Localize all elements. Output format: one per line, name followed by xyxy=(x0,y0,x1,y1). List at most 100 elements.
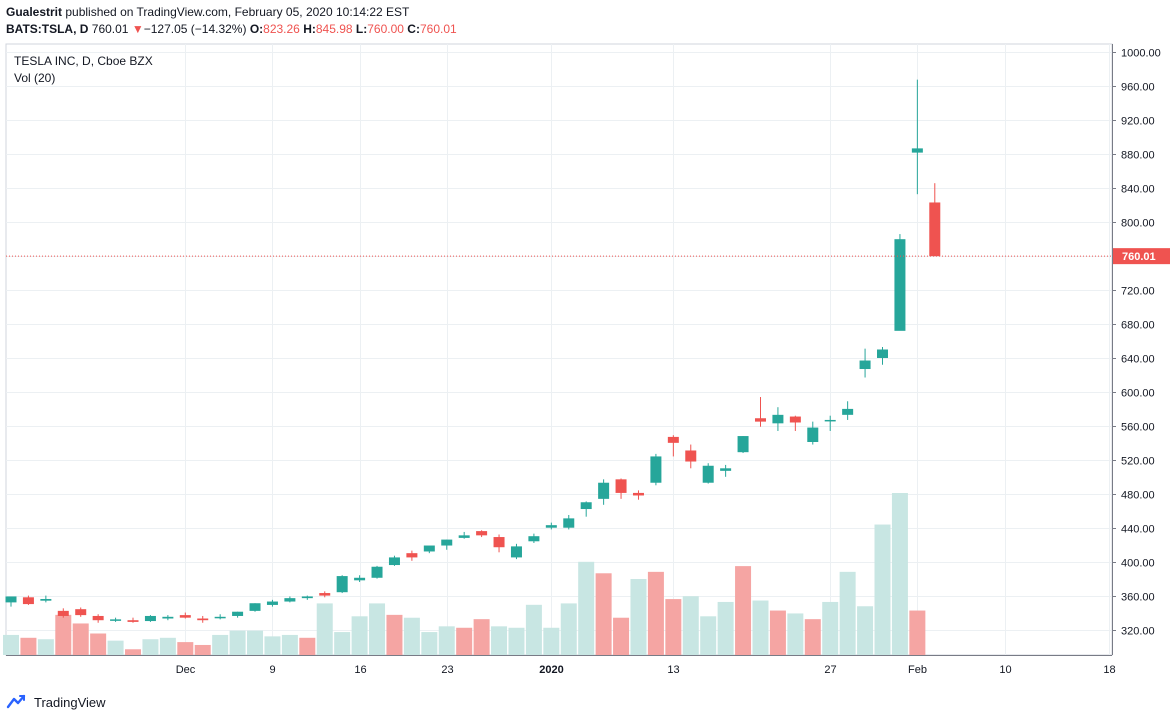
y-tick-label: 720.00 xyxy=(1121,286,1155,298)
x-tick-label: 16 xyxy=(354,664,366,676)
candle-body xyxy=(807,427,819,442)
candle-body xyxy=(354,577,366,581)
volume-bar xyxy=(857,606,874,655)
chart-grid xyxy=(5,43,1113,656)
author-name[interactable]: Gualestrit xyxy=(6,5,63,19)
volume-bars xyxy=(3,493,926,655)
candle-body xyxy=(179,615,191,618)
open-label: O: xyxy=(249,22,264,36)
high-label: H: xyxy=(303,22,316,36)
volume-bar xyxy=(55,614,72,655)
y-tick-label: 560.00 xyxy=(1121,422,1155,434)
price-change: −127.05 (−14.32%) xyxy=(143,22,247,36)
footer: TradingView xyxy=(6,692,106,712)
volume-bar xyxy=(159,637,176,655)
y-tick-label: 640.00 xyxy=(1121,354,1155,366)
candle-body xyxy=(911,148,923,153)
x-tick-label: 18 xyxy=(1103,664,1115,676)
volume-bar xyxy=(107,640,124,655)
volume-bar xyxy=(508,627,525,655)
volume-bar xyxy=(578,561,595,655)
y-tick-label: 360.00 xyxy=(1121,592,1155,604)
tradingview-logo-icon[interactable] xyxy=(6,694,28,710)
volume-bar xyxy=(752,600,769,655)
candle-body xyxy=(336,576,348,593)
candle-body xyxy=(563,518,575,528)
y-tick-label: 800.00 xyxy=(1121,218,1155,230)
candle-body xyxy=(406,553,418,558)
candle-body xyxy=(877,349,888,358)
price-chart[interactable]: 320.00 360.00 400.00 440.00 480.00 520.00 560.… xyxy=(0,42,1176,688)
candle-body xyxy=(842,408,854,415)
y-tick-label: 960.00 xyxy=(1121,82,1155,94)
volume-bar xyxy=(700,616,717,655)
volume-bar xyxy=(456,627,473,655)
volume-bar xyxy=(403,617,420,655)
published-text: published on TradingView.com, February 0… xyxy=(65,5,410,19)
candle-body xyxy=(75,609,87,616)
candle-body xyxy=(319,593,331,596)
candle-body xyxy=(197,618,209,621)
volume-bar xyxy=(177,642,194,655)
volume-bar xyxy=(647,571,664,655)
candle-body xyxy=(162,616,174,619)
candle-body xyxy=(598,482,610,499)
y-tick-label: 520.00 xyxy=(1121,456,1155,468)
volume-bar xyxy=(3,634,19,655)
y-tick-label: 400.00 xyxy=(1121,558,1155,570)
y-tick-label: 920.00 xyxy=(1121,116,1155,128)
volume-bar xyxy=(595,573,612,655)
volume-bar xyxy=(665,599,682,655)
volume-bar xyxy=(491,626,508,655)
candle-body xyxy=(371,566,383,578)
candle-body xyxy=(22,597,34,605)
volume-bar xyxy=(543,627,560,655)
volume-bar xyxy=(473,619,490,655)
y-tick-label: 880.00 xyxy=(1121,150,1155,162)
candle-body xyxy=(266,601,278,605)
brand-name[interactable]: TradingView xyxy=(34,694,106,710)
candle-body xyxy=(702,465,714,483)
volume-bar xyxy=(769,610,786,655)
candlesticks xyxy=(5,79,941,623)
volume-bar xyxy=(438,626,455,655)
candle-body xyxy=(214,616,226,619)
volume-bar xyxy=(787,613,804,655)
volume-title: Vol (20) xyxy=(14,71,55,85)
volume-bar xyxy=(891,493,908,655)
volume-bar xyxy=(386,614,403,655)
chart-axes: 320.00 360.00 400.00 440.00 480.00 520.00 560.… xyxy=(6,44,1170,676)
ohlc-line: BATS:TSLA, D 760.01 ▼−127.05 (−14.32%) O… xyxy=(6,21,1170,38)
candle-body xyxy=(545,525,557,528)
volume-bar xyxy=(735,566,752,655)
volume-bar xyxy=(909,610,926,655)
series-title: TESLA INC, D, Cboe BZX xyxy=(14,54,153,68)
candle-body xyxy=(685,450,697,462)
volume-bar xyxy=(194,644,211,655)
x-tick-label: 13 xyxy=(667,664,679,676)
volume-bar xyxy=(560,603,577,655)
down-arrow-icon: ▼ xyxy=(131,22,144,36)
volume-bar xyxy=(72,623,89,655)
volume-bar xyxy=(316,603,333,655)
candle-body xyxy=(40,598,52,601)
candle-body xyxy=(127,620,139,622)
candle-body xyxy=(510,546,522,558)
candle-body xyxy=(92,615,104,621)
candle-body xyxy=(580,502,592,510)
symbol-label: BATS:TSLA, D xyxy=(6,22,89,36)
x-tick-label: 23 xyxy=(441,664,453,676)
volume-bar xyxy=(125,649,142,655)
candle-body xyxy=(789,416,801,423)
volume-bar xyxy=(630,579,647,655)
candle-body xyxy=(667,436,679,443)
candle-body xyxy=(388,557,400,566)
volume-bar xyxy=(212,634,229,655)
volume-bar xyxy=(20,637,37,655)
volume-bar xyxy=(299,637,316,655)
close-value: 760.01 xyxy=(419,22,457,36)
last-price-tag xyxy=(1113,248,1170,265)
candle-body xyxy=(894,239,906,331)
volume-bar xyxy=(351,616,368,655)
candle-body xyxy=(737,436,749,453)
